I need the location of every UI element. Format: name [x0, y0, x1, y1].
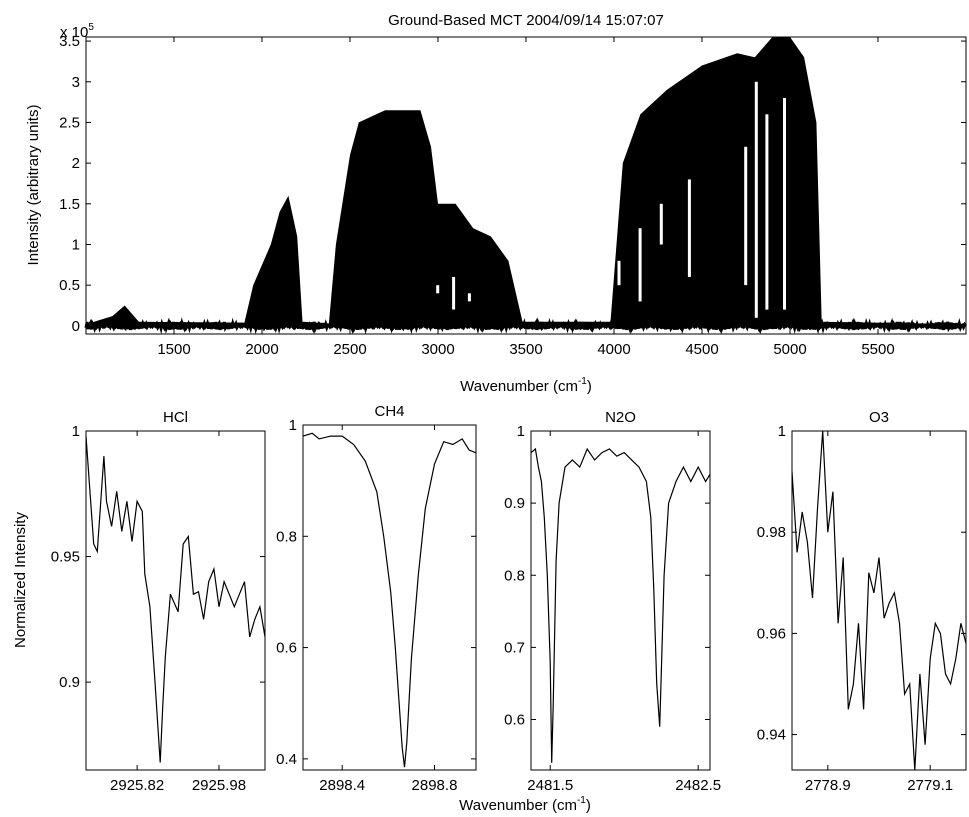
bottom-x-axis-label-sup: -1	[577, 795, 586, 806]
n2o-axes-frame	[530, 430, 711, 771]
spectrum-envelope	[86, 37, 966, 326]
n2o-ytick-label: 0.7	[504, 639, 525, 656]
o3-ytick-label: 0.98	[757, 524, 786, 541]
top-x-axis-label-close: )	[587, 378, 592, 395]
spectrum-baseline	[84, 317, 967, 335]
n2o-ytick-label: 0.9	[504, 495, 525, 512]
n2o-xtick-label: 2482.5	[675, 777, 721, 794]
spectrum-xtick-label: 5500	[861, 341, 894, 358]
n2o-ytick-label: 0.8	[504, 567, 525, 584]
bottom-y-axis-label: Normalized Intensity	[12, 512, 29, 648]
spectrum-xtick-label: 2000	[245, 341, 278, 358]
o3-axes-frame	[791, 430, 967, 771]
spectrum-panel: 0 0.5 1 1.5 2 2.5 3 3.5 1500 2000 2500 3000 3500 4000…	[59, 33, 967, 358]
o3-panel: O3 0.94 0.96 0.98 1 2778.9 2779.1	[757, 409, 967, 794]
spectrum-xtick-label: 3500	[509, 341, 542, 358]
o3-series-line	[791, 430, 967, 771]
n2o-panel: N2O 0.6 0.7 0.8 0.9 1 2481.5 2482.5	[504, 409, 721, 794]
o3-ytick-label: 0.94	[757, 727, 786, 744]
spectrum-absorption-gap	[765, 114, 769, 310]
spectrum-ytick-label: 1	[72, 236, 80, 253]
bottom-x-axis-label: Wavenumber (cm-1)	[459, 795, 591, 814]
o3-xtick-label: 2778.9	[805, 777, 851, 794]
spectrum-absorption-gap	[467, 293, 471, 302]
spectrum-ytick-label: 3.5	[59, 33, 80, 50]
n2o-ytick-label: 0.6	[504, 712, 525, 729]
hcl-ytick-label: 0.95	[51, 549, 80, 566]
hcl-series-line	[85, 435, 266, 763]
ch4-panel-title: CH4	[374, 403, 404, 420]
top-x-axis-label: Wavenumber (cm-1)	[460, 376, 592, 395]
spectrum-xtick-label: 3000	[421, 341, 454, 358]
o3-ytick-label: 1	[778, 423, 786, 440]
spectrum-absorption-gap	[687, 179, 691, 277]
spectrum-ytick-label: 3	[72, 74, 80, 91]
y-exponent-label: x 105	[60, 22, 94, 41]
ch4-ytick-label: 1	[289, 417, 297, 434]
spectrum-absorption-gap	[783, 98, 786, 310]
n2o-series-line	[530, 447, 711, 763]
o3-xtick-label: 2779.1	[907, 777, 953, 794]
n2o-xtick-label: 2481.5	[527, 777, 573, 794]
hcl-xtick-label: 2925.98	[192, 777, 246, 794]
n2o-panel-title: N2O	[605, 409, 636, 426]
bottom-x-axis-label-main: Wavenumber (cm	[459, 797, 577, 814]
bottom-x-axis-label-close: )	[586, 797, 591, 814]
spectrum-axes-frame	[85, 36, 967, 335]
hcl-ytick-label: 1	[72, 423, 80, 440]
hcl-axes-frame	[85, 430, 266, 771]
spectrum-absorption-gap	[452, 277, 456, 310]
spectrum-ytick-label: 0.5	[59, 277, 80, 294]
y-exponent-power: 5	[88, 22, 94, 33]
spectrum-xtick-label: 5000	[773, 341, 806, 358]
hcl-ytick-label: 0.9	[59, 674, 80, 691]
spectrum-ytick-label: 0	[72, 318, 80, 335]
ch4-series-line	[302, 432, 477, 768]
spectrum-absorption-gap	[659, 203, 663, 245]
top-y-axis-label: Intensity (arbitrary units)	[25, 105, 42, 266]
spectrum-absorption-gap	[638, 228, 642, 302]
ch4-ytick-label: 0.8	[276, 528, 297, 545]
spectrum-absorption-gap	[617, 260, 621, 286]
spectrum-absorption-gap	[436, 285, 440, 294]
o3-panel-title: O3	[869, 409, 889, 426]
ch4-ytick-label: 0.6	[276, 640, 297, 657]
spectrum-ytick-label: 1.5	[59, 196, 80, 213]
hcl-panel-title: HCl	[163, 409, 188, 426]
spectrum-xtick-label: 2500	[333, 341, 366, 358]
spectrum-absorption-gap	[754, 81, 758, 318]
spectrum-xtick-label: 1500	[157, 341, 190, 358]
ch4-xtick-label: 2898.8	[412, 777, 458, 794]
spectrum-xtick-label: 4000	[597, 341, 630, 358]
spectrum-ytick-label: 2.5	[59, 114, 80, 131]
ch4-ytick-label: 0.4	[276, 751, 297, 768]
hcl-xtick-label: 2925.82	[110, 777, 164, 794]
top-x-axis-label-sup: -1	[578, 376, 587, 387]
ch4-axes-frame	[302, 424, 477, 771]
ch4-xtick-label: 2898.4	[319, 777, 365, 794]
y-exponent-base: x 10	[60, 24, 88, 41]
spectrum-absorption-gap	[744, 146, 748, 286]
spectrum-xtick-label: 4500	[685, 341, 718, 358]
ch4-panel: CH4 0.4 0.6 0.8 1 2898.4 2898.8	[276, 403, 477, 794]
n2o-ytick-label: 1	[517, 423, 525, 440]
chart-panels: 0 0.5 1 1.5 2 2.5 3 3.5 1500 2000 2500 3000 3500 4000…	[51, 33, 967, 794]
o3-ytick-label: 0.96	[757, 625, 786, 642]
top-title: Ground-Based MCT 2004/09/14 15:07:07	[388, 12, 664, 29]
spectrum-ytick-label: 2	[72, 155, 80, 172]
top-x-axis-label-main: Wavenumber (cm	[460, 378, 578, 395]
hcl-panel: HCl 0.9 0.95 1 2925.82 2925.98	[51, 409, 266, 794]
